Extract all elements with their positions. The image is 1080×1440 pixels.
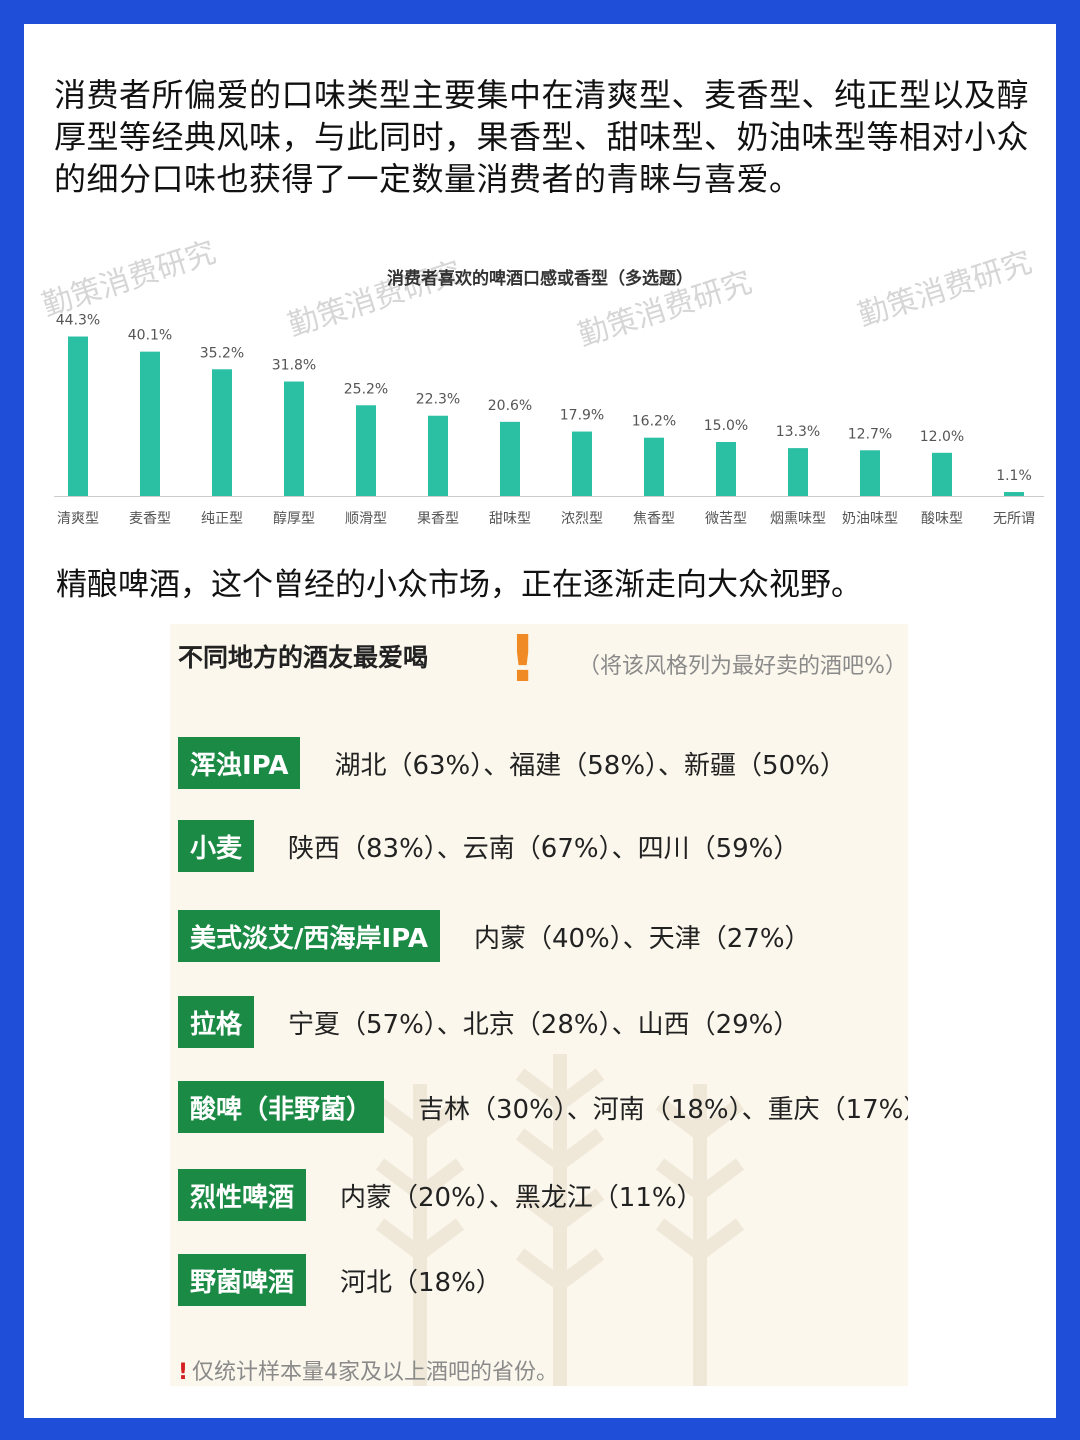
- style-regions: 内蒙（20%）、黑龙江（11%）: [340, 1182, 703, 1213]
- style-regions: 宁夏（57%）、北京（28%）、山西（29%）: [288, 1009, 800, 1040]
- bar-value-label: 25.2%: [344, 381, 388, 397]
- bar: [284, 381, 304, 496]
- bar-value-label: 31.8%: [272, 358, 316, 374]
- bar-value-label: 1.1%: [996, 468, 1032, 484]
- bar-chart: 勤策消费研究 勤策消费研究 勤策消费研究 勤策消费研究 消费者喜欢的啤酒口感或香…: [34, 234, 1046, 534]
- category-label: 甜味型: [489, 511, 531, 527]
- category-label: 焦香型: [633, 511, 675, 527]
- style-tag: 酸啤（非野菌）: [178, 1081, 385, 1133]
- bar-value-label: 13.3%: [776, 424, 820, 440]
- style-row: 浑浊IPA 湖北（63%）、福建（58%）、新疆（50%）: [178, 737, 846, 789]
- bar: [140, 351, 160, 496]
- category-label: 奶油味型: [842, 511, 898, 527]
- bar: [860, 450, 880, 496]
- bar: [500, 421, 520, 496]
- category-label: 纯正型: [201, 511, 243, 527]
- category-label: 清爽型: [57, 511, 99, 527]
- category-label: 无所谓: [993, 511, 1035, 527]
- style-row: 拉格 宁夏（57%）、北京（28%）、山西（29%）: [178, 996, 799, 1048]
- category-label: 顺滑型: [345, 510, 387, 527]
- category-label: 微苦型: [705, 511, 747, 527]
- style-row: 美式淡艾/西海岸IPA 内蒙（40%）、天津（27%）: [178, 910, 811, 962]
- style-tag: 小麦: [178, 820, 255, 872]
- footnote: ! 仅统计样本量4家及以上酒吧的省份。: [178, 1354, 558, 1386]
- style-regions: 湖北（63%）、福建（58%）、新疆（50%）: [334, 750, 846, 781]
- style-row: 烈性啤酒 内蒙（20%）、黑龙江（11%）: [178, 1169, 703, 1221]
- style-regions: 河北（18%）: [340, 1267, 502, 1298]
- style-tag: 拉格: [178, 996, 255, 1048]
- bar: [932, 452, 952, 496]
- bar-value-label: 16.2%: [632, 414, 676, 430]
- category-label: 烟熏味型: [770, 511, 826, 527]
- region-panel: 不同地方的酒友最爱喝 ! （将该风格列为最好卖的酒吧%） 浑浊IPA 湖北（63…: [170, 624, 908, 1386]
- style-regions: 吉林（30%）、河南（18%）、重庆（17%）: [418, 1094, 908, 1125]
- bar-value-label: 44.3%: [56, 313, 100, 329]
- panel-note: （将该风格列为最好卖的酒吧%）: [578, 654, 907, 679]
- style-regions: 内蒙（40%）、天津（27%）: [473, 923, 811, 954]
- bar: [356, 405, 376, 496]
- category-label: 酸味型: [921, 511, 963, 527]
- bar-value-label: 15.0%: [704, 418, 748, 434]
- bar: [68, 336, 88, 496]
- category-label: 浓烈型: [561, 511, 603, 527]
- bar-value-label: 20.6%: [488, 398, 532, 414]
- style-tag: 野菌啤酒: [178, 1254, 307, 1306]
- bar: [788, 448, 808, 496]
- bar: [572, 431, 592, 496]
- bar-value-label: 40.1%: [128, 328, 172, 344]
- bar: [716, 442, 736, 496]
- exclamation-icon: !: [508, 624, 538, 697]
- bar: [1004, 492, 1024, 496]
- content-frame: 消费者所偏爱的口味类型主要集中在清爽型、麦香型、纯正型以及醇厚型等经典风味，与此…: [24, 24, 1056, 1418]
- chart-plot: 44.3% 清爽型 40.1% 麦香型 35.2% 纯正型 31.8% 醇厚型 25.2% 顺滑型…: [54, 313, 1044, 527]
- bar-value-label: 22.3%: [416, 392, 460, 408]
- intro-paragraph: 消费者所偏爱的口味类型主要集中在清爽型、麦香型、纯正型以及醇厚型等经典风味，与此…: [54, 76, 1030, 198]
- bar-value-label: 12.7%: [848, 426, 892, 442]
- style-tag: 浑浊IPA: [178, 737, 301, 789]
- bar-value-label: 35.2%: [200, 345, 244, 361]
- category-label: 麦香型: [129, 511, 171, 527]
- style-tag: 美式淡艾/西海岸IPA: [178, 910, 440, 962]
- category-label: 果香型: [417, 511, 459, 527]
- warning-icon: !: [178, 1360, 189, 1385]
- chart-title: 消费者喜欢的啤酒口感或香型（多选题）: [387, 269, 693, 289]
- bar-value-label: 17.9%: [560, 408, 604, 424]
- style-tag: 烈性啤酒: [178, 1169, 307, 1221]
- style-row: 小麦 陕西（83%）、云南（67%）、四川（59%）: [178, 820, 799, 872]
- style-regions: 陕西（83%）、云南（67%）、四川（59%）: [288, 833, 800, 864]
- subheading: 精酿啤酒，这个曾经的小众市场，正在逐渐走向大众视野。: [56, 567, 862, 603]
- bar: [212, 369, 232, 496]
- footnote-text: 仅统计样本量4家及以上酒吧的省份。: [192, 1360, 559, 1385]
- bar: [644, 437, 664, 496]
- panel-title: 不同地方的酒友最爱喝: [178, 643, 429, 672]
- wheat-icon: [375, 1054, 745, 1386]
- bar-value-label: 12.0%: [920, 429, 964, 445]
- style-row: 野菌啤酒 河北（18%）: [178, 1254, 502, 1306]
- bar: [428, 415, 448, 496]
- category-label: 醇厚型: [273, 510, 315, 527]
- style-row: 酸啤（非野菌） 吉林（30%）、河南（18%）、重庆（17%）: [178, 1081, 908, 1133]
